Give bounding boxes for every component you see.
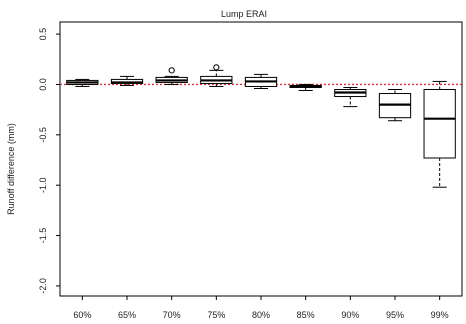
y-tick-label: -0.5 [38,127,48,143]
y-tick-label: 0.0 [38,78,48,91]
y-tick-label: -2.0 [38,278,48,294]
y-axis-title: Runoff difference (mm) [6,123,16,215]
chart-title: Lump ERAI [221,9,267,19]
y-tick-label: -1.0 [38,177,48,193]
outlier-point [213,64,220,71]
x-tick-label: 90% [341,310,359,320]
box [423,88,456,159]
plot-frame [59,21,463,297]
y-tick-label: 0.5 [38,28,48,41]
x-tick-label: 60% [73,310,91,320]
x-tick-label: 75% [207,310,225,320]
x-tick-label: 70% [163,310,181,320]
x-tick-label: 99% [431,310,449,320]
x-tick-label: 80% [252,310,270,320]
plot-area: 0.5 0.0 -0.5 -1.0 -1.5 -2.0 60% 65% 70% 75% 80% 85%… [38,21,463,320]
outlier-point [168,67,175,74]
y-tick-label: -1.5 [38,228,48,244]
x-tick-label: 95% [386,310,404,320]
x-tick-label: 65% [118,310,136,320]
x-tick-label: 85% [297,310,315,320]
